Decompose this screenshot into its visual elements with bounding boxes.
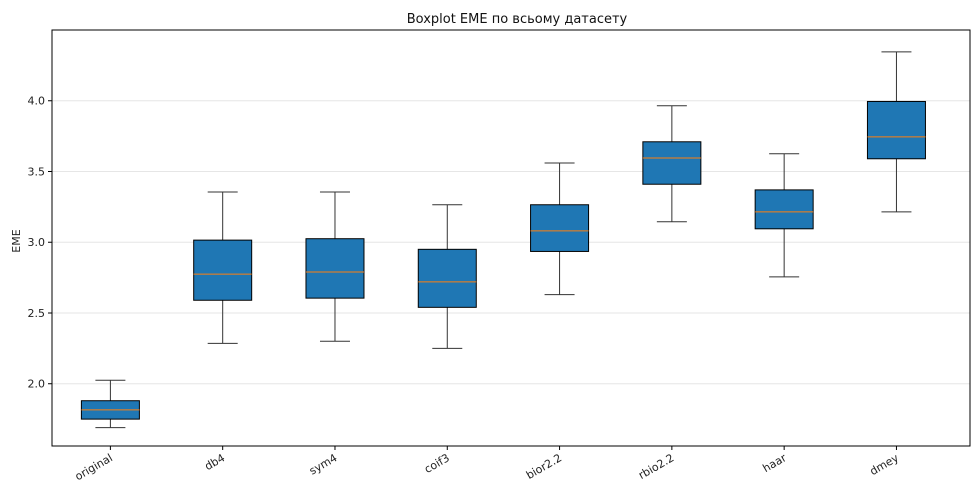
x-tick-label: db4 bbox=[203, 451, 228, 473]
y-axis-label: EME bbox=[10, 229, 23, 252]
y-tick-label: 4.0 bbox=[28, 95, 46, 108]
box-coif3 bbox=[417, 204, 477, 349]
grid-lines bbox=[52, 100, 970, 385]
iqr-box bbox=[193, 239, 253, 301]
plot-frame bbox=[51, 29, 971, 447]
iqr-box bbox=[530, 204, 590, 252]
box-dmey bbox=[866, 51, 926, 213]
x-tick-label: original bbox=[73, 451, 115, 483]
y-tick-label: 3.5 bbox=[28, 165, 46, 178]
y-tick-label: 2.5 bbox=[28, 307, 46, 320]
box-haar bbox=[754, 153, 814, 278]
iqr-box bbox=[754, 189, 814, 230]
iqr-box bbox=[305, 238, 365, 299]
y-tick-label: 2.0 bbox=[28, 378, 46, 391]
box-bior2.2 bbox=[530, 162, 590, 296]
y-tick-label: 3.0 bbox=[28, 236, 46, 249]
box-db4 bbox=[193, 191, 253, 344]
boxes-group bbox=[80, 51, 926, 429]
x-tick-label: rbio2.2 bbox=[636, 451, 676, 482]
x-tick-label: sym4 bbox=[307, 451, 339, 477]
box-original bbox=[80, 379, 140, 429]
box-rbio2.2 bbox=[642, 105, 702, 223]
x-tick-label: bior2.2 bbox=[524, 451, 564, 482]
iqr-box bbox=[417, 248, 477, 308]
x-tick-label: dmey bbox=[868, 451, 902, 478]
x-tick-label: haar bbox=[761, 451, 790, 475]
axes bbox=[51, 29, 971, 447]
iqr-box bbox=[642, 141, 702, 185]
chart-title: Boxplot EME по всьому датасету bbox=[407, 12, 628, 27]
iqr-box bbox=[866, 100, 926, 160]
box-sym4 bbox=[305, 191, 365, 342]
x-tick-label: coif3 bbox=[422, 451, 452, 476]
